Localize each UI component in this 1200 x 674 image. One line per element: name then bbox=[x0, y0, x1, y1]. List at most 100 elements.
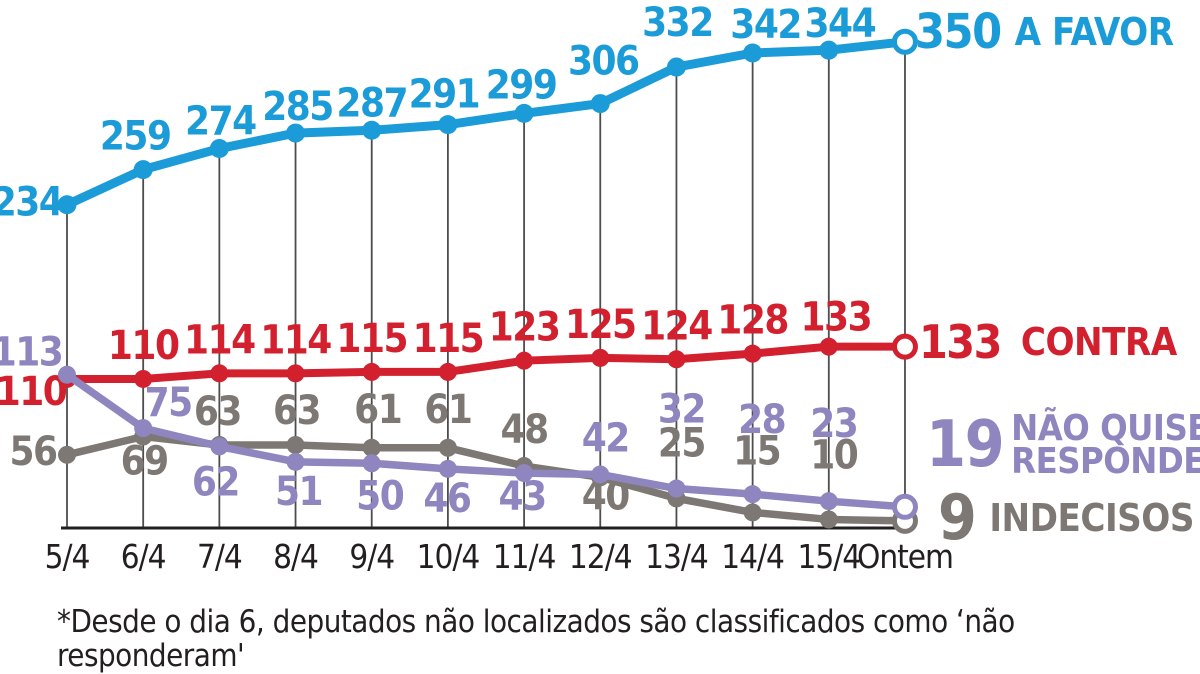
marker bbox=[743, 43, 763, 63]
point-label: 124 bbox=[641, 303, 712, 349]
a-favor-final-label: 350 A FAVOR bbox=[915, 8, 1174, 56]
point-label: 306 bbox=[568, 39, 639, 85]
point-label: 110 bbox=[108, 323, 179, 369]
point-label: 69 bbox=[121, 439, 168, 485]
point-label: 48 bbox=[501, 407, 548, 453]
marker bbox=[514, 103, 534, 123]
point-label: 32 bbox=[658, 387, 705, 433]
marker bbox=[743, 503, 762, 522]
marker bbox=[438, 362, 457, 381]
footnotes: *Desde o dia 6, deputados não localizado… bbox=[57, 605, 1200, 674]
point-label: 10 bbox=[810, 432, 858, 478]
marker bbox=[210, 364, 229, 383]
marker bbox=[362, 362, 381, 381]
end-marker-contra bbox=[891, 333, 918, 360]
x-axis-label: 10/4 bbox=[417, 537, 480, 576]
point-label: 342 bbox=[730, 2, 801, 48]
contra-final-value: 133 bbox=[919, 315, 1002, 369]
marker bbox=[819, 337, 838, 356]
nao-quiseram-final-label: 19 NÃO QUISERAM RESPONDER* bbox=[926, 408, 1200, 482]
marker bbox=[743, 344, 762, 363]
a-favor-series-name: A FAVOR bbox=[1014, 10, 1174, 54]
point-label: 23 bbox=[810, 401, 857, 447]
x-axis-label: 5/4 bbox=[45, 537, 90, 576]
marker bbox=[591, 465, 610, 484]
marker bbox=[743, 485, 762, 504]
point-label: 46 bbox=[423, 476, 471, 522]
marker bbox=[286, 364, 305, 383]
point-label: 234 bbox=[0, 180, 63, 226]
nao-quiseram-final-value: 19 bbox=[926, 408, 1005, 482]
marker bbox=[57, 195, 77, 215]
marker bbox=[667, 479, 686, 498]
x-axis-label: Ontem bbox=[857, 537, 953, 576]
point-label: 56 bbox=[9, 429, 57, 475]
series-a-favor bbox=[57, 28, 918, 215]
marker bbox=[134, 419, 153, 438]
point-label: 114 bbox=[260, 317, 331, 363]
marker bbox=[133, 160, 153, 180]
marker bbox=[438, 115, 458, 135]
point-label: 133 bbox=[800, 295, 871, 341]
x-axis-label: 9/4 bbox=[349, 537, 394, 576]
point-label: 61 bbox=[354, 387, 401, 433]
marker bbox=[362, 120, 382, 140]
point-label: 43 bbox=[499, 474, 546, 520]
x-axis-label: 6/4 bbox=[121, 537, 166, 576]
point-label: 114 bbox=[184, 317, 255, 363]
marker bbox=[209, 139, 229, 159]
marker bbox=[438, 438, 457, 457]
x-axis-label: 14/4 bbox=[721, 537, 784, 576]
point-label: 50 bbox=[356, 473, 404, 519]
x-axis-label: 7/4 bbox=[197, 537, 242, 576]
series-nao-quiseram-responder bbox=[58, 365, 918, 520]
marker bbox=[362, 438, 381, 457]
marker bbox=[667, 350, 686, 369]
indecisos-final-value: 9 bbox=[938, 481, 977, 554]
x-axis-label: 12/4 bbox=[569, 537, 632, 576]
x-axis-labels: 5/4 6/4 7/4 8/4 9/4 10/4 11/4 12/4 13/4 14/4 15/4O… bbox=[45, 537, 954, 576]
marker bbox=[819, 40, 839, 60]
point-label: 259 bbox=[100, 114, 171, 160]
point-label: 344 bbox=[804, 1, 875, 47]
point-label: 115 bbox=[336, 316, 407, 362]
x-axis-label: 15/4 bbox=[797, 537, 860, 576]
point-label: 125 bbox=[565, 302, 636, 348]
marker bbox=[362, 454, 381, 473]
marker bbox=[819, 510, 838, 529]
point-label: 63 bbox=[194, 389, 241, 435]
series-indecisos bbox=[58, 427, 918, 534]
point-label: 291 bbox=[409, 72, 480, 118]
point-label: 287 bbox=[336, 80, 407, 126]
point-label: 62 bbox=[192, 459, 239, 505]
marker bbox=[515, 464, 534, 483]
x-axis-label: 11/4 bbox=[493, 537, 556, 576]
point-label: 285 bbox=[262, 84, 333, 130]
contra-final-label: 133 CONTRA bbox=[919, 319, 1177, 365]
indecisos-final-label: 9 INDECISOS bbox=[938, 487, 1194, 549]
marker bbox=[58, 445, 76, 464]
end-marker-nao-quiseram-responder bbox=[891, 493, 918, 520]
point-label: 42 bbox=[582, 415, 629, 461]
marker bbox=[591, 348, 610, 367]
marker bbox=[210, 437, 229, 456]
marker bbox=[666, 57, 686, 77]
nao-quiseram-series-name-line1: NÃO QUISERAM bbox=[1011, 408, 1200, 449]
marker bbox=[438, 459, 457, 478]
marker bbox=[515, 351, 534, 370]
x-axis-label: 13/4 bbox=[645, 537, 708, 576]
nao-quiseram-series-name: NÃO QUISERAM RESPONDER* bbox=[1011, 408, 1200, 482]
point-label: 128 bbox=[717, 298, 788, 344]
gridlines bbox=[66, 41, 906, 528]
footnote-asterisk: *Desde o dia 6, deputados não localizado… bbox=[57, 604, 1015, 674]
marker bbox=[286, 435, 305, 454]
nao-quiseram-series-name-line2: RESPONDER* bbox=[1011, 441, 1200, 482]
point-label: 51 bbox=[275, 469, 322, 515]
point-label: 110 bbox=[0, 369, 67, 415]
point-label: 75 bbox=[145, 380, 192, 426]
